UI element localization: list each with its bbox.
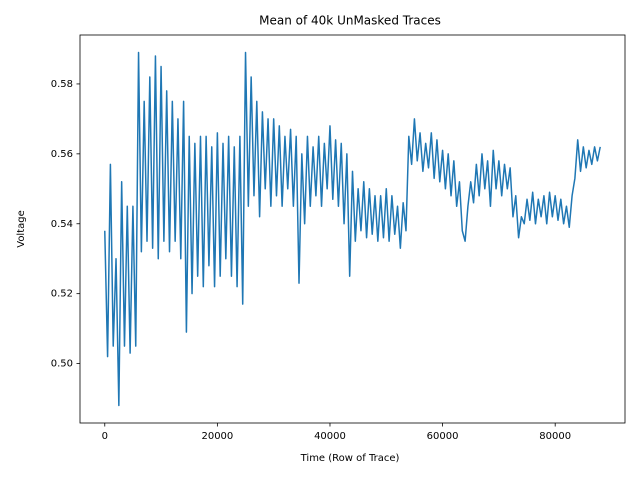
x-tick-label: 40000 [314,431,346,442]
y-tick-label: 0.54 [51,219,73,230]
x-axis-label: Time (Row of Trace) [300,453,400,464]
y-tick-label: 0.56 [51,149,73,160]
x-tick-label: 60000 [427,431,459,442]
y-tick-label: 0.52 [51,289,73,300]
chart-title: Mean of 40k UnMasked Traces [259,14,441,28]
data-line [104,51,601,407]
x-tick-label: 0 [102,431,108,442]
x-tick-label: 80000 [539,431,571,442]
y-axis-label: Voltage [16,210,27,248]
y-tick-label: 0.58 [51,79,73,90]
plot-frame [79,34,626,424]
x-tick-label: 20000 [201,431,233,442]
y-tick-label: 0.50 [51,359,73,370]
